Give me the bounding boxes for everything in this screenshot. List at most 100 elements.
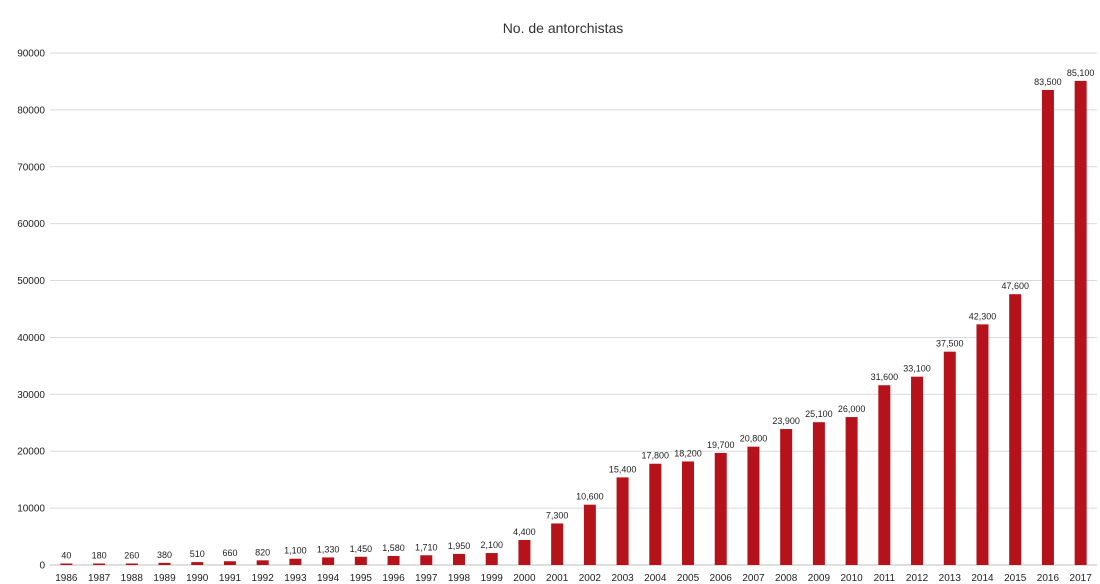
bar-1991 [223, 561, 236, 565]
x-tick-label-2002: 2002 [579, 573, 602, 584]
bar-1992 [256, 560, 269, 565]
data-label-2013: 37,500 [936, 339, 964, 349]
x-tick-label-1987: 1987 [88, 573, 111, 584]
data-label-2004: 17,800 [642, 451, 670, 461]
y-tick-label: 80000 [17, 105, 45, 116]
data-label-1995: 1,450 [350, 544, 373, 554]
data-label-1992: 820 [255, 547, 270, 557]
bar-1989 [158, 562, 171, 565]
x-tick-label-2013: 2013 [939, 573, 962, 584]
x-tick-label-1991: 1991 [219, 573, 242, 584]
x-tick-label-1993: 1993 [284, 573, 307, 584]
y-axis-tick-labels: 0 10000 20000 30000 40000 50000 60000 70000 8000… [17, 49, 45, 572]
bar-2015 [1009, 294, 1022, 565]
data-label-2000: 4,400 [513, 527, 536, 537]
data-label-2016: 83,500 [1034, 77, 1062, 87]
data-label-2011: 31,600 [871, 372, 899, 382]
data-label-1989: 380 [157, 550, 172, 560]
data-label-1987: 180 [92, 551, 107, 561]
bar-2011 [878, 385, 891, 565]
bar-2013 [943, 351, 956, 565]
data-labels: 40 180 260 380 510 660 820 1,100 1,330 1,450 1,580… [61, 68, 1094, 561]
bar-1987 [93, 563, 106, 565]
y-tick-label: 20000 [17, 447, 45, 458]
bar-2010 [845, 417, 858, 565]
y-tick-label: 0 [39, 561, 45, 572]
x-tick-label-2000: 2000 [513, 573, 536, 584]
bar-1997 [420, 555, 433, 565]
x-tick-label-1996: 1996 [382, 573, 405, 584]
x-tick-label-2017: 2017 [1070, 573, 1093, 584]
x-tick-label-2016: 2016 [1037, 573, 1060, 584]
bar-1988 [125, 563, 138, 565]
x-tick-label-1986: 1986 [55, 573, 78, 584]
y-tick-label: 40000 [17, 333, 45, 344]
x-axis-tick-labels: 1986 1987 1988 1989 1990 1991 1992 1993 1994 1995… [55, 573, 1092, 584]
bar-1995 [354, 556, 367, 565]
x-tick-label-1988: 1988 [121, 573, 144, 584]
data-label-1991: 660 [222, 548, 237, 558]
x-tick-label-2010: 2010 [840, 573, 863, 584]
x-tick-label-2006: 2006 [710, 573, 733, 584]
bar-2005 [682, 461, 695, 565]
data-label-1996: 1,580 [382, 543, 405, 553]
bar-2004 [649, 463, 662, 565]
data-label-1993: 1,100 [284, 546, 307, 556]
bar-1990 [191, 562, 204, 565]
bar-2008 [780, 429, 793, 565]
x-tick-label-1995: 1995 [350, 573, 373, 584]
bar-2012 [911, 376, 924, 565]
bar-2014 [976, 324, 989, 565]
x-tick-label-2005: 2005 [677, 573, 700, 584]
x-tick-label-2008: 2008 [775, 573, 798, 584]
x-tick-label-2003: 2003 [611, 573, 634, 584]
data-label-2002: 10,600 [576, 492, 604, 502]
data-label-2014: 42,300 [969, 311, 997, 321]
data-label-2006: 19,700 [707, 440, 735, 450]
data-label-1986: 40 [61, 551, 71, 561]
bar-2002 [583, 504, 596, 565]
x-tick-label-2007: 2007 [742, 573, 765, 584]
data-label-2001: 7,300 [546, 510, 569, 520]
bar-2006 [714, 452, 727, 565]
bar-1996 [387, 556, 400, 565]
bar-1998 [452, 553, 465, 565]
data-label-2017: 85,100 [1067, 68, 1095, 78]
data-label-1997: 1,710 [415, 542, 438, 552]
x-tick-label-1990: 1990 [186, 573, 209, 584]
x-tick-label-1994: 1994 [317, 573, 340, 584]
bar-2017 [1074, 80, 1087, 566]
bar-2016 [1041, 89, 1054, 565]
x-tick-label-2014: 2014 [971, 573, 994, 584]
x-tick-label-2012: 2012 [906, 573, 929, 584]
bar-1986 [60, 563, 73, 565]
data-label-1994: 1,330 [317, 544, 340, 554]
x-tick-label-1999: 1999 [481, 573, 504, 584]
data-label-2008: 23,900 [772, 416, 800, 426]
data-label-1988: 260 [124, 551, 139, 561]
grid-lines [50, 52, 1097, 566]
y-tick-label: 30000 [17, 390, 45, 401]
chart-title: No. de antorchistas [503, 20, 624, 36]
data-label-2009: 25,100 [805, 409, 833, 419]
y-tick-label: 60000 [17, 219, 45, 230]
data-label-2003: 15,400 [609, 464, 637, 474]
data-label-1998: 1,950 [448, 541, 471, 551]
x-tick-label-2001: 2001 [546, 573, 569, 584]
data-label-1990: 510 [190, 549, 205, 559]
x-tick-label-1992: 1992 [252, 573, 275, 584]
bar-2007 [747, 446, 760, 565]
bars [60, 80, 1087, 566]
x-tick-label-2011: 2011 [874, 573, 896, 584]
bar-2000 [518, 539, 531, 565]
x-tick-label-1998: 1998 [448, 573, 471, 584]
data-label-2007: 20,800 [740, 434, 768, 444]
x-tick-label-2009: 2009 [808, 573, 831, 584]
bar-1993 [289, 558, 302, 565]
bar-2001 [551, 523, 564, 565]
data-label-1999: 2,100 [480, 540, 503, 550]
data-label-2012: 33,100 [903, 364, 931, 374]
x-tick-label-1989: 1989 [153, 573, 176, 584]
x-tick-label-1997: 1997 [415, 573, 438, 584]
